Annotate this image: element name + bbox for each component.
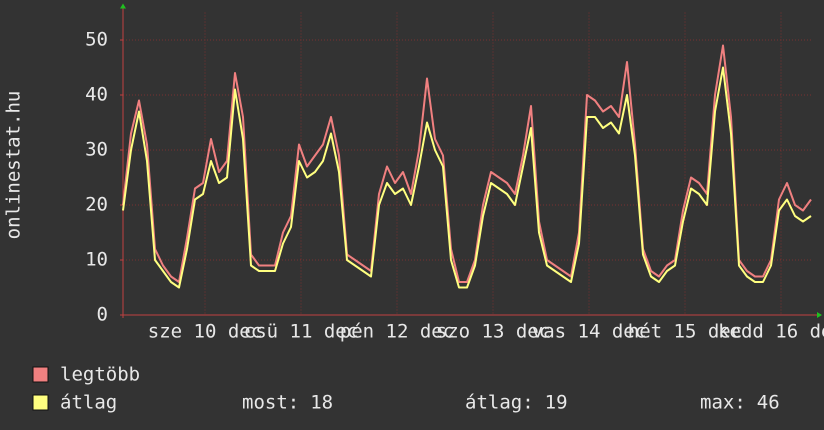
axis-arrow — [817, 312, 822, 318]
x-tick-label: kedd 16 dec — [718, 321, 824, 343]
y-tick-label: 40 — [85, 84, 108, 106]
y-axis-label: onlinestat.hu — [3, 91, 25, 240]
y-tick-label: 50 — [85, 29, 108, 51]
x-tick-label: hét 15 dec — [628, 321, 742, 343]
stat-value: 19 — [545, 392, 568, 414]
stat-label: átlag: — [465, 392, 534, 414]
legend-swatch — [32, 366, 49, 383]
y-tick-label: 30 — [85, 139, 108, 161]
stat-value: 46 — [757, 392, 780, 414]
y-tick-label: 0 — [97, 304, 108, 326]
x-tick-label: pén 12 dec — [340, 321, 454, 343]
stat-value: 18 — [310, 392, 333, 414]
legend-swatch — [32, 394, 49, 411]
legend-label: legtöbb — [60, 364, 140, 386]
x-tick-label: szo 13 dec — [436, 321, 550, 343]
y-tick-label: 20 — [85, 194, 108, 216]
legend-label: átlag — [60, 392, 117, 414]
series-line — [122, 44, 812, 283]
x-tick-label: csü 11 dec — [244, 321, 358, 343]
y-tick-label: 10 — [85, 249, 108, 271]
stat-label: most: — [242, 392, 299, 414]
stat-label: max: — [700, 392, 746, 414]
x-tick-label: vas 14 dec — [532, 321, 646, 343]
series-line — [122, 66, 812, 289]
axis-arrow — [120, 3, 126, 9]
x-tick-label: sze 10 dec — [148, 321, 262, 343]
